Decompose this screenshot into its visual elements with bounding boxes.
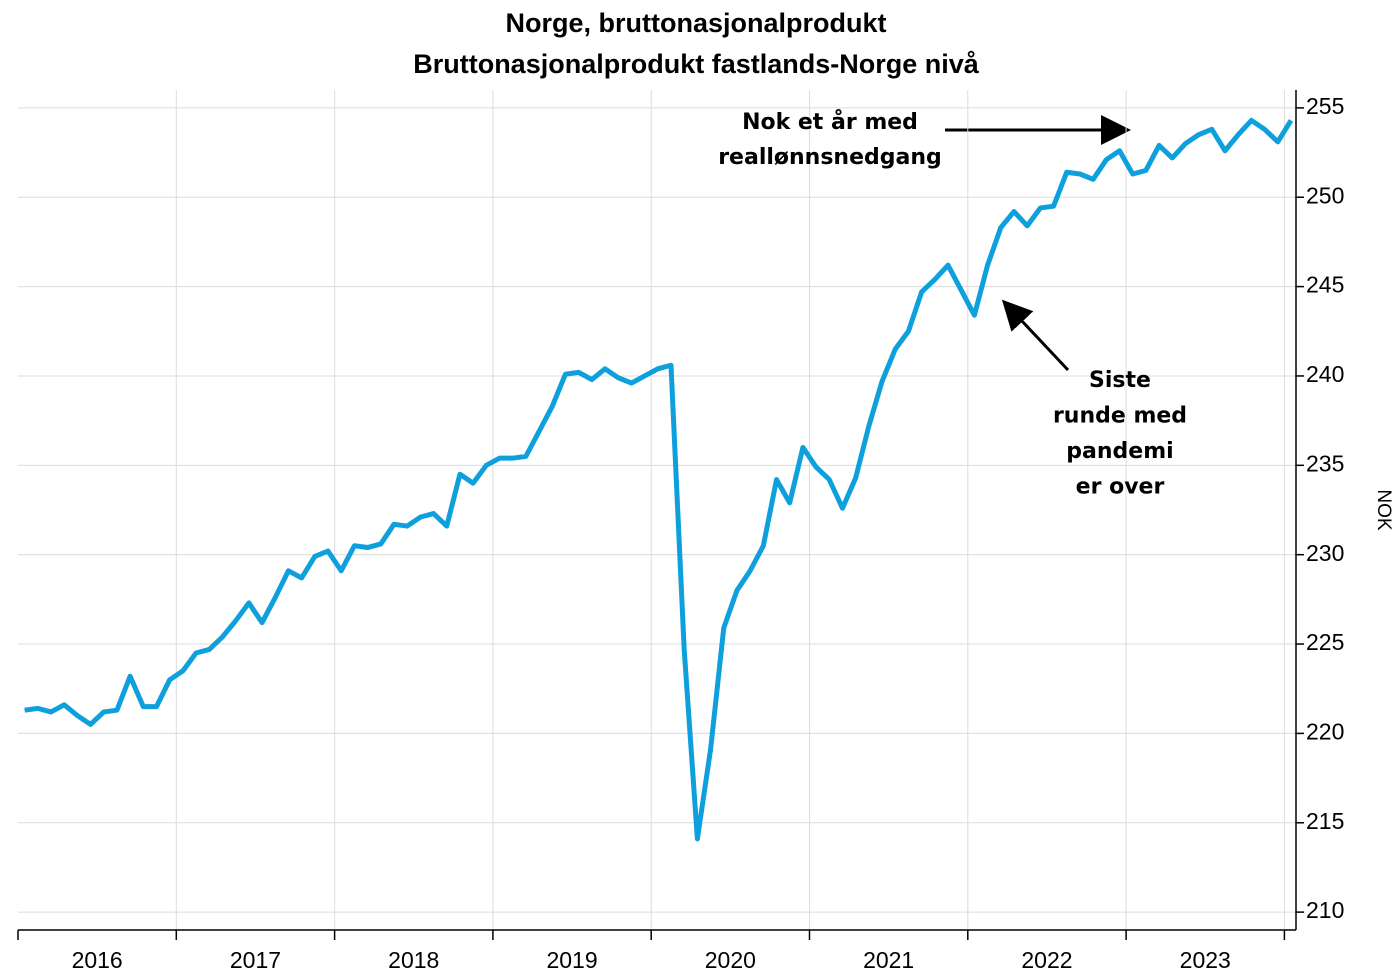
x-tick-label: 2019 (546, 947, 597, 973)
y-tick-label: 230 (1306, 540, 1344, 566)
chart-title: Norge, bruttonasjonalprodukt (506, 8, 887, 38)
annotation: er over (1076, 475, 1165, 500)
y-axis-label: NOK (1373, 489, 1394, 531)
data-line (24, 117, 1294, 842)
x-tick-label: 2016 (72, 947, 123, 973)
annotation: runde med (1053, 404, 1187, 429)
annotation: Nok et år med (742, 109, 918, 135)
y-tick-label: 220 (1306, 718, 1344, 744)
x-tick-label: 2018 (388, 947, 439, 973)
x-tick-label: 2023 (1180, 947, 1231, 973)
y-tick-label: 210 (1306, 897, 1344, 923)
x-tick-label: 2020 (705, 947, 756, 973)
arrow (1001, 299, 1070, 372)
x-tick-label: 2021 (863, 947, 914, 973)
annotation: pandemi (1066, 439, 1173, 464)
annotation: Siste (1089, 368, 1151, 393)
y-tick-label: 255 (1306, 93, 1344, 119)
x-tick-label: 2022 (1021, 947, 1072, 973)
y-tick-label: 235 (1306, 450, 1344, 476)
y-tick-label: 240 (1306, 361, 1344, 387)
x-tick-label: 2017 (230, 947, 281, 973)
y-tick-label: 245 (1306, 272, 1344, 298)
y-tick-label: 225 (1306, 629, 1344, 655)
y-tick-label: 250 (1306, 182, 1344, 208)
annotation: reallønnsnedgang (718, 145, 942, 170)
chart-subtitle: Bruttonasjonalprodukt fastlands-Norge ni… (413, 49, 980, 79)
y-tick-label: 215 (1306, 808, 1344, 834)
